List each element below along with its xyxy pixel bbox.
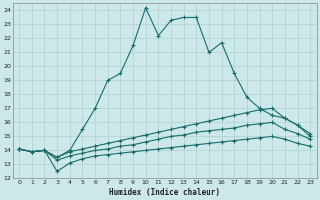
X-axis label: Humidex (Indice chaleur): Humidex (Indice chaleur) <box>109 188 220 197</box>
